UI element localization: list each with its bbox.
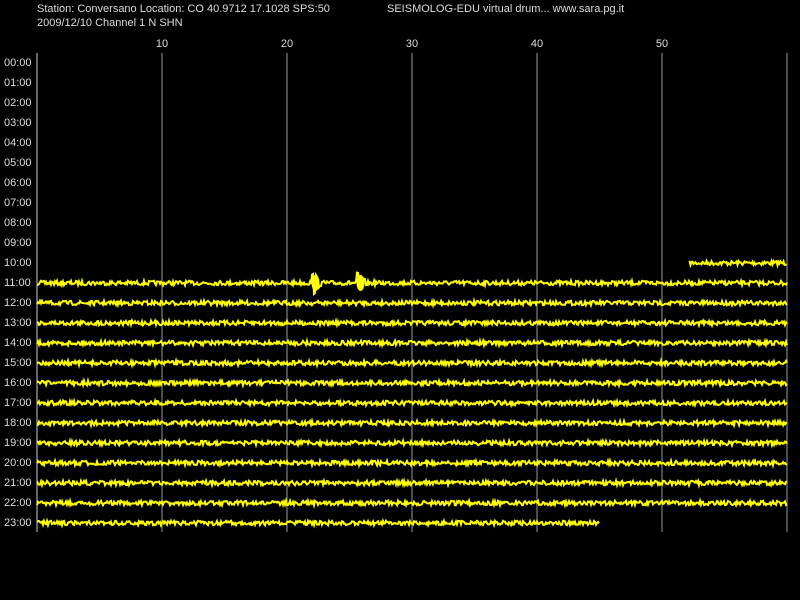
event (356, 275, 365, 291)
date-channel: 2009/12/10 Channel 1 N SHN (37, 17, 183, 29)
hour-label: 09:00 (4, 237, 32, 249)
trace (36, 517, 600, 529)
hour-label: 20:00 (4, 457, 32, 469)
x-tick-label: 40 (531, 38, 543, 50)
trace (36, 477, 788, 489)
program-info: SEISMOLOG-EDU virtual drum... www.sara.p… (387, 3, 624, 15)
hour-label: 10:00 (4, 257, 32, 269)
hour-label: 00:00 (4, 57, 32, 69)
hour-label: 14:00 (4, 337, 32, 349)
hour-label: 06:00 (4, 177, 32, 189)
trace (36, 457, 788, 469)
hour-label: 21:00 (4, 477, 32, 489)
station-info: Station: Conversano Location: CO 40.9712… (37, 3, 330, 15)
hour-label: 13:00 (4, 317, 32, 329)
trace (36, 376, 788, 389)
trace (688, 257, 787, 270)
hour-label: 04:00 (4, 137, 32, 149)
event (311, 275, 320, 291)
trace (36, 356, 788, 369)
trace (36, 336, 788, 349)
hour-label: 02:00 (4, 97, 32, 109)
hour-label: 23:00 (4, 517, 32, 529)
hour-label: 05:00 (4, 157, 32, 169)
x-tick-label: 10 (156, 38, 168, 50)
trace (36, 317, 788, 329)
x-tick-label: 50 (656, 38, 668, 50)
trace (36, 497, 788, 510)
trace (36, 437, 788, 449)
hour-label: 07:00 (4, 197, 32, 209)
hour-label: 18:00 (4, 417, 32, 429)
x-tick-label: 30 (406, 38, 418, 50)
hour-label: 03:00 (4, 117, 32, 129)
hour-label: 01:00 (4, 77, 32, 89)
trace (36, 397, 788, 409)
trace (36, 296, 788, 309)
hour-label: 08:00 (4, 217, 32, 229)
x-tick-label: 20 (281, 38, 293, 50)
hour-label: 12:00 (4, 297, 32, 309)
hour-label: 11:00 (4, 277, 31, 289)
hour-label: 17:00 (4, 397, 32, 409)
trace (36, 417, 788, 430)
hour-label: 15:00 (4, 357, 32, 369)
hour-label: 16:00 (4, 377, 32, 389)
hour-label: 22:00 (4, 497, 32, 509)
hour-label: 19:00 (4, 437, 32, 449)
trace (36, 271, 788, 296)
